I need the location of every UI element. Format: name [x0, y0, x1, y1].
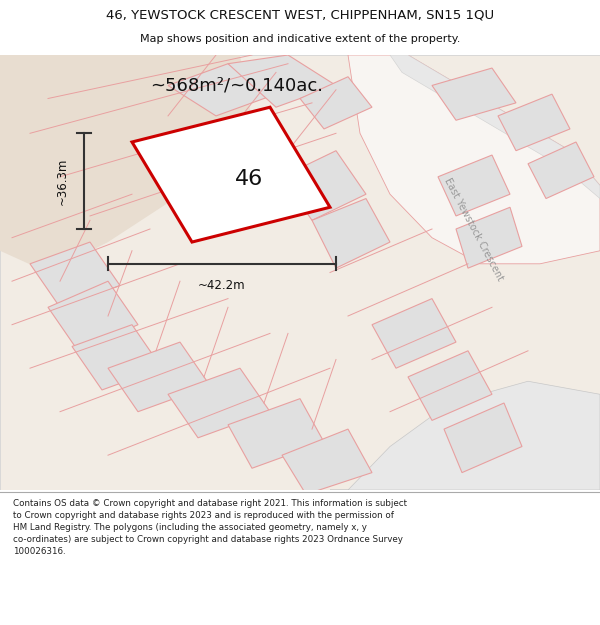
Polygon shape: [300, 77, 372, 129]
Text: Map shows position and indicative extent of the property.: Map shows position and indicative extent…: [140, 34, 460, 44]
Text: Contains OS data © Crown copyright and database right 2021. This information is : Contains OS data © Crown copyright and d…: [13, 499, 407, 556]
Polygon shape: [438, 155, 510, 216]
Polygon shape: [0, 55, 252, 272]
Polygon shape: [168, 368, 270, 438]
Polygon shape: [282, 429, 372, 494]
Polygon shape: [372, 299, 456, 368]
Polygon shape: [228, 399, 324, 468]
Polygon shape: [228, 55, 336, 108]
Polygon shape: [432, 68, 516, 120]
Polygon shape: [408, 351, 492, 421]
Polygon shape: [390, 55, 600, 199]
Polygon shape: [168, 64, 276, 116]
Polygon shape: [48, 281, 138, 351]
Polygon shape: [348, 55, 600, 264]
Polygon shape: [528, 142, 594, 199]
Text: 46: 46: [235, 169, 263, 189]
Polygon shape: [282, 151, 366, 220]
Polygon shape: [72, 325, 162, 390]
Polygon shape: [312, 199, 390, 268]
Polygon shape: [108, 342, 210, 412]
Text: ~36.3m: ~36.3m: [56, 158, 69, 205]
Text: ~568m²/~0.140ac.: ~568m²/~0.140ac.: [150, 76, 323, 94]
Text: 46, YEWSTOCK CRESCENT WEST, CHIPPENHAM, SN15 1QU: 46, YEWSTOCK CRESCENT WEST, CHIPPENHAM, …: [106, 8, 494, 21]
Polygon shape: [30, 242, 120, 308]
Polygon shape: [444, 403, 522, 472]
Polygon shape: [330, 381, 600, 490]
Text: East Yewstock Crescent: East Yewstock Crescent: [443, 176, 505, 282]
Polygon shape: [132, 107, 330, 242]
Polygon shape: [498, 94, 570, 151]
Polygon shape: [456, 208, 522, 268]
Text: ~42.2m: ~42.2m: [198, 279, 246, 292]
FancyBboxPatch shape: [0, 55, 600, 490]
